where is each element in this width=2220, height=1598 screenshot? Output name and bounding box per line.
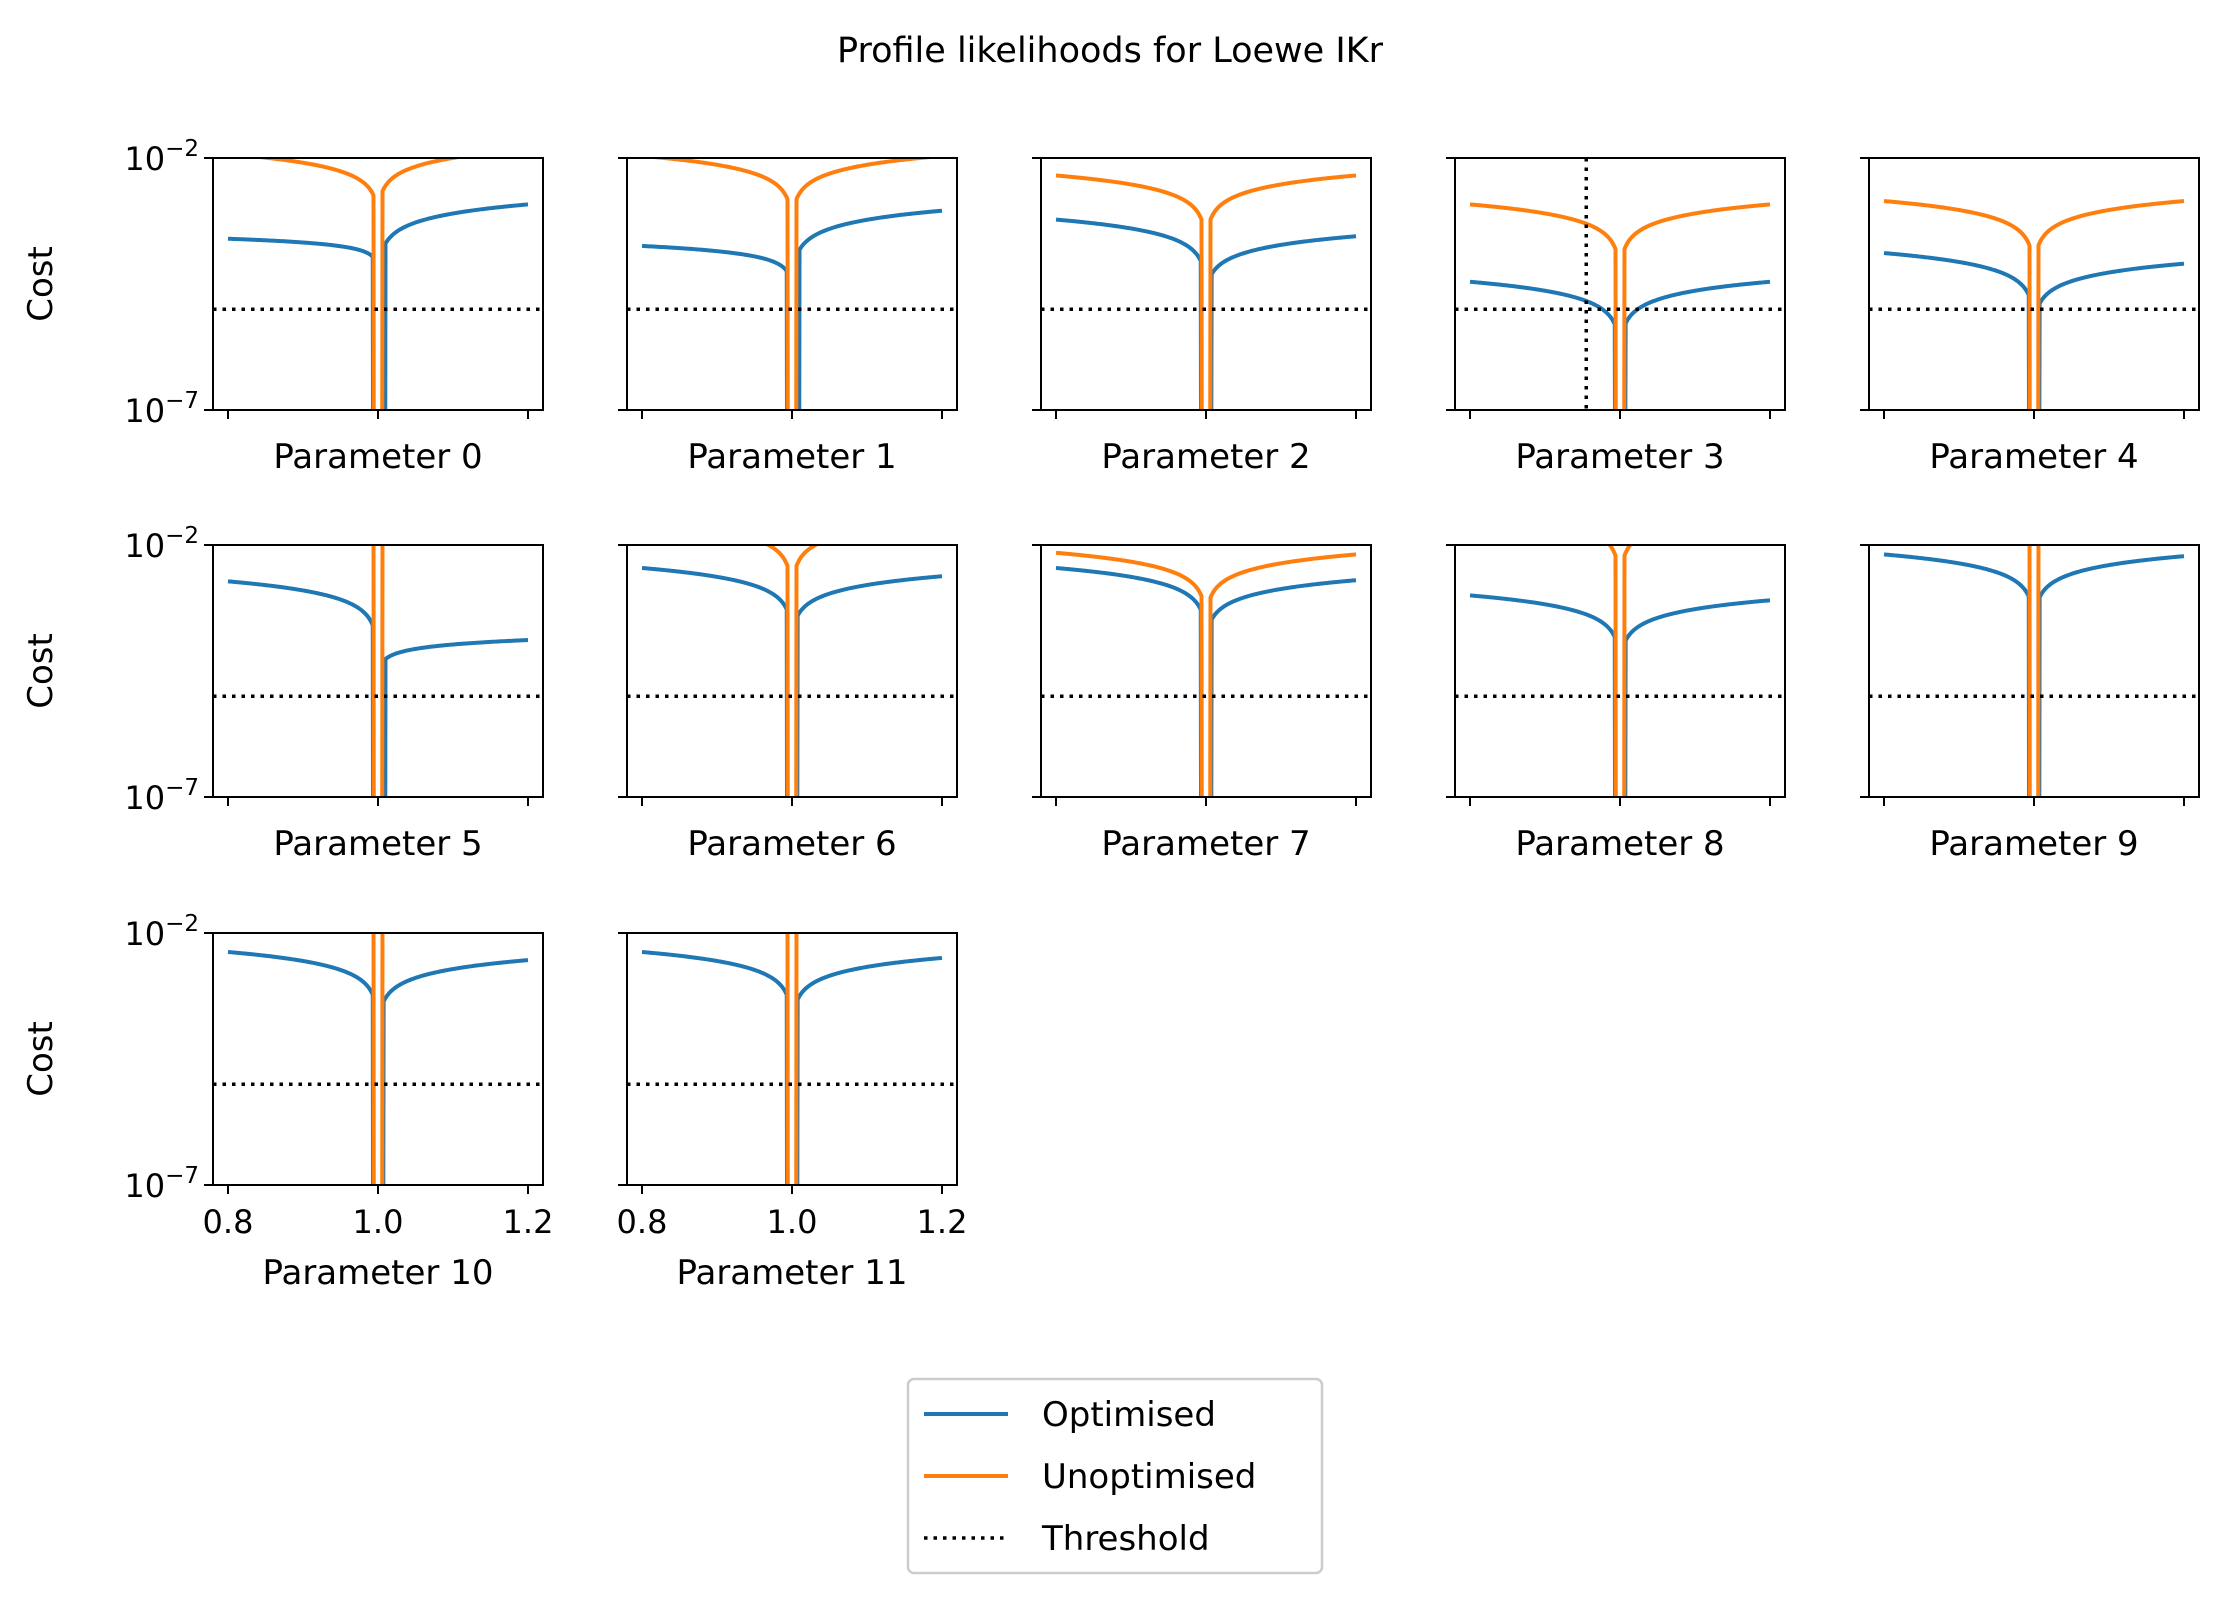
y-tick-label: 10−2 (124, 523, 199, 565)
plot-area (627, 933, 957, 1185)
x-axis-label: Parameter 1 (687, 437, 896, 477)
y-tick-label: 10−2 (124, 136, 199, 178)
legend-label-unopt: Unoptimised (1042, 1457, 1256, 1497)
x-axis-label: Parameter 0 (273, 437, 482, 477)
x-axis-label: Parameter 7 (1101, 824, 1310, 864)
axes-frame (626, 157, 958, 411)
unoptimised-line-11 (785, 933, 799, 1185)
subplot-4: Parameter 4 (1860, 157, 2200, 477)
axes-frame (212, 932, 544, 1186)
chart-title: Profile likelihoods for Loewe IKr (837, 31, 1384, 71)
axes-frame (1868, 157, 2200, 411)
axes-frame (626, 544, 958, 798)
legend-label-thr: Threshold (1041, 1519, 1210, 1559)
plot-area (627, 545, 957, 797)
unoptimised-line-1 (642, 158, 942, 410)
x-axis-label: Parameter 5 (273, 824, 482, 864)
unoptimised-line-4 (1883, 199, 2185, 410)
x-tick-label: 0.8 (203, 1203, 254, 1241)
plot-area (1455, 158, 1785, 410)
unoptimised-line-6 (764, 545, 820, 797)
optimised-line-9 (1883, 552, 2185, 797)
optimised-line-10 (227, 949, 529, 1185)
axes-frame (212, 157, 544, 411)
y-axis-label: Cost (21, 633, 61, 709)
unoptimised-line-5 (371, 545, 385, 797)
optimised-line-8 (1469, 593, 1771, 797)
subplot-2: Parameter 2 (1032, 157, 1372, 477)
unoptimised-line-10 (371, 933, 385, 1185)
optimised-line-11 (641, 949, 943, 1185)
optimised-line-7 (1055, 565, 1357, 797)
x-tick-label: 1.0 (767, 1203, 818, 1241)
plot-area (1869, 199, 2199, 410)
unoptimised-line-9 (2027, 545, 2041, 797)
plot-area (213, 158, 543, 410)
plot-area (213, 545, 543, 797)
x-axis-label: Parameter 9 (1929, 824, 2138, 864)
subplot-5: 10−2 10−7 Cost Parameter 5 (21, 523, 544, 864)
y-tick-label: 10−7 (124, 775, 199, 817)
x-axis-label: Parameter 10 (263, 1253, 494, 1293)
unoptimised-line-0 (249, 158, 466, 410)
x-tick-label: 1.2 (503, 1203, 554, 1241)
optimised-line-2 (1055, 217, 1357, 410)
subplot-grid: 10−2 10−7 Cost Parameter 0 Parameter 1 Parame… (21, 136, 2200, 1293)
optimised-line-5 (227, 579, 529, 797)
optimised-line-6 (641, 565, 943, 797)
x-axis-label: Parameter 3 (1515, 437, 1724, 477)
unoptimised-line-7 (1055, 550, 1357, 797)
plot-area (1455, 545, 1785, 797)
y-tick-label: 10−7 (124, 1163, 199, 1205)
x-axis-label: Parameter 2 (1101, 437, 1310, 477)
x-tick-label: 1.0 (353, 1203, 404, 1241)
legend-box (906, 1377, 1324, 1575)
y-axis-label: Cost (21, 1021, 61, 1097)
legend-label-opt: Optimised (1042, 1395, 1216, 1435)
optimised-line-0 (227, 202, 529, 410)
subplot-8: Parameter 8 (1446, 544, 1786, 864)
subplot-7: Parameter 7 (1032, 544, 1372, 864)
x-axis-label: Parameter 8 (1515, 824, 1724, 864)
plot-area (1869, 545, 2199, 797)
optimised-line-1 (641, 208, 943, 410)
x-axis-label: Parameter 6 (687, 824, 896, 864)
unoptimised-line-2 (1055, 173, 1357, 410)
unoptimised-line-8 (1607, 545, 1633, 797)
axes-frame (626, 932, 958, 1186)
plot-area (1041, 550, 1371, 797)
legend: Optimised Unoptimised Threshold (906, 1377, 1324, 1575)
plot-area (1041, 173, 1371, 410)
y-tick-label: 10−7 (124, 388, 199, 430)
x-axis-label: Parameter 4 (1929, 437, 2138, 477)
plot-area (213, 933, 543, 1185)
y-tick-label: 10−2 (124, 911, 199, 953)
axes-frame (1454, 544, 1786, 798)
axes-frame (1040, 157, 1372, 411)
unoptimised-line-3 (1469, 202, 1771, 410)
subplot-3: Parameter 3 (1446, 157, 1786, 477)
y-axis-label: Cost (21, 246, 61, 322)
axes-frame (1868, 544, 2200, 798)
x-tick-label: 0.8 (617, 1203, 668, 1241)
subplot-6: Parameter 6 (618, 544, 958, 864)
optimised-line-4 (1883, 251, 2185, 410)
subplot-0: 10−2 10−7 Cost Parameter 0 (21, 136, 544, 477)
x-tick-label: 1.2 (917, 1203, 968, 1241)
subplot-9: Parameter 9 (1860, 544, 2200, 864)
optimised-line-3 (1469, 279, 1771, 410)
plot-area (627, 158, 957, 410)
x-axis-label: Parameter 11 (677, 1253, 908, 1293)
subplot-1: Parameter 1 (618, 157, 958, 477)
